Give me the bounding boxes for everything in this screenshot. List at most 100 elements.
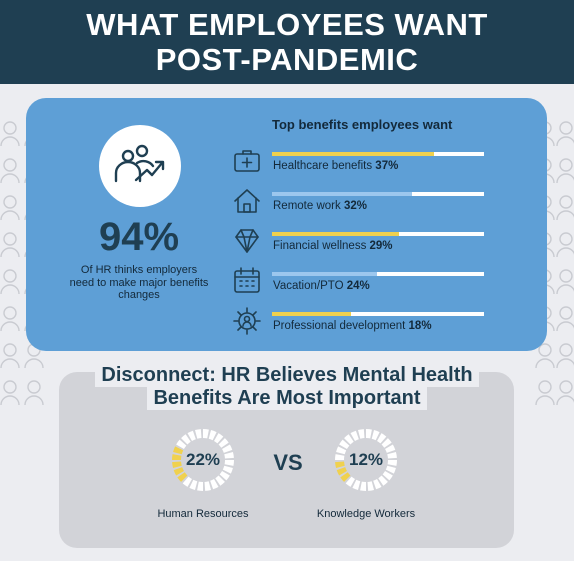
page-title-line2: POST-PANDEMIC bbox=[155, 42, 419, 77]
benefit-name: Healthcare benefits bbox=[273, 160, 376, 172]
ring-segment-empty bbox=[387, 451, 397, 459]
gear-person-icon bbox=[231, 305, 263, 337]
benefit-value: 29% bbox=[369, 240, 393, 252]
benefit-value: 32% bbox=[343, 200, 367, 212]
ring-segment-filled bbox=[335, 461, 345, 469]
diamond-icon bbox=[231, 225, 263, 257]
disconnect-title-text: Disconnect: HR Believes Mental Health Be… bbox=[95, 363, 479, 410]
ring-segment-empty bbox=[336, 446, 347, 455]
knowledge-ring-chart bbox=[335, 429, 397, 491]
benefit-name: Financial wellness bbox=[273, 240, 370, 252]
benefit-value: 37% bbox=[375, 160, 399, 172]
ring-segment-empty bbox=[224, 451, 234, 459]
disconnect-title: Disconnect: HR Believes Mental Health Be… bbox=[92, 363, 482, 410]
background-avatar-icon bbox=[556, 343, 574, 369]
background-avatar-icon bbox=[535, 343, 555, 369]
headline-stat-value: 94% bbox=[98, 215, 180, 259]
ring-segment-empty bbox=[176, 439, 187, 449]
medical-kit-icon bbox=[231, 145, 263, 177]
background-avatar-icon bbox=[535, 380, 555, 406]
knowledge-group-label: Knowledge Workers bbox=[316, 508, 416, 520]
ring-segment-empty bbox=[373, 479, 382, 490]
background-avatar-icon bbox=[0, 269, 20, 295]
background-avatar-icon bbox=[0, 343, 20, 369]
ring-segment-empty bbox=[385, 465, 396, 474]
ring-segment-filled bbox=[173, 467, 184, 476]
ring-segment-empty bbox=[335, 454, 345, 460]
background-avatar-icon bbox=[556, 158, 574, 184]
headline-icon-circle bbox=[99, 125, 181, 207]
ring-segment-empty bbox=[189, 479, 198, 490]
benefit-bar-track bbox=[272, 312, 484, 316]
benefit-name: Professional development bbox=[273, 320, 409, 332]
ring-segment-filled bbox=[173, 446, 184, 455]
ring-center bbox=[182, 439, 224, 481]
page-title-line1: WHAT EMPLOYEES WANT bbox=[86, 7, 488, 42]
ring-segment-empty bbox=[203, 429, 209, 439]
ring-segment-empty bbox=[182, 476, 192, 487]
ring-segment-filled bbox=[172, 454, 182, 460]
benefit-row: Professional development 18% bbox=[229, 305, 499, 343]
ring-segment-empty bbox=[210, 479, 219, 490]
benefit-bar-track bbox=[272, 272, 484, 276]
background-avatar-icon bbox=[0, 306, 20, 332]
ring-segment-empty bbox=[214, 433, 224, 444]
ring-segment-empty bbox=[352, 479, 361, 490]
benefits-title: Top benefits employees want bbox=[272, 117, 453, 132]
benefit-bar bbox=[272, 272, 378, 276]
ring-segment-empty bbox=[204, 481, 212, 491]
ring-segment-empty bbox=[350, 430, 359, 441]
benefit-row: Vacation/PTO 24% bbox=[229, 265, 499, 303]
benefit-value: 24% bbox=[346, 280, 370, 292]
benefit-label: Healthcare benefits 37% bbox=[273, 160, 398, 172]
ring-segment-filled bbox=[336, 467, 347, 476]
benefit-row: Healthcare benefits 37% bbox=[229, 145, 499, 183]
background-avatar-icon bbox=[556, 195, 574, 221]
ring-segment-filled bbox=[172, 461, 182, 469]
house-icon bbox=[231, 185, 263, 217]
ring-segment-empty bbox=[222, 444, 233, 453]
benefit-bar bbox=[272, 152, 435, 156]
ring-segment-empty bbox=[224, 460, 234, 466]
benefit-bar-track bbox=[272, 192, 484, 196]
ring-segment-empty bbox=[219, 471, 230, 481]
knowledge-ring-value: 12% bbox=[348, 450, 384, 469]
background-avatar-icon bbox=[556, 269, 574, 295]
ring-segment-empty bbox=[381, 438, 392, 448]
benefit-bar-track bbox=[272, 152, 484, 156]
background-avatar-icon bbox=[0, 195, 20, 221]
benefit-name: Remote work bbox=[273, 200, 344, 212]
benefit-name: Vacation/PTO bbox=[273, 280, 347, 292]
ring-segment-empty bbox=[382, 471, 393, 481]
ring-segment-empty bbox=[187, 430, 196, 441]
ring-segment-empty bbox=[215, 475, 225, 486]
background-avatar-icon bbox=[0, 158, 20, 184]
ring-segment-empty bbox=[344, 434, 354, 445]
ring-segment-empty bbox=[222, 465, 233, 474]
ring-segment-empty bbox=[360, 481, 366, 491]
ring-segment-empty bbox=[208, 430, 217, 441]
ring-segment-empty bbox=[387, 460, 397, 466]
hr-ring-chart bbox=[172, 429, 234, 491]
ring-segment-filled bbox=[340, 472, 351, 482]
background-avatar-icon bbox=[24, 380, 44, 406]
background-avatar-icon bbox=[0, 121, 20, 147]
ring-segment-empty bbox=[377, 433, 387, 444]
ring-segment-empty bbox=[181, 434, 191, 445]
ring-segment-empty bbox=[378, 475, 388, 486]
ring-segment-empty bbox=[345, 476, 355, 487]
ring-center bbox=[345, 439, 387, 481]
ring-segment-empty bbox=[367, 481, 375, 491]
calendar-icon bbox=[231, 265, 263, 297]
background-avatar-icon bbox=[0, 232, 20, 258]
ring-segment-empty bbox=[357, 429, 365, 439]
ring-segment-filled bbox=[177, 472, 188, 482]
background-avatar-icon bbox=[556, 306, 574, 332]
ring-segment-empty bbox=[385, 444, 396, 453]
benefit-label: Professional development 18% bbox=[273, 320, 432, 332]
benefit-bar-track bbox=[272, 232, 484, 236]
benefit-bar bbox=[272, 232, 400, 236]
ring-segment-empty bbox=[366, 429, 372, 439]
background-avatar-icon bbox=[0, 380, 20, 406]
background-avatar-icon bbox=[556, 380, 574, 406]
